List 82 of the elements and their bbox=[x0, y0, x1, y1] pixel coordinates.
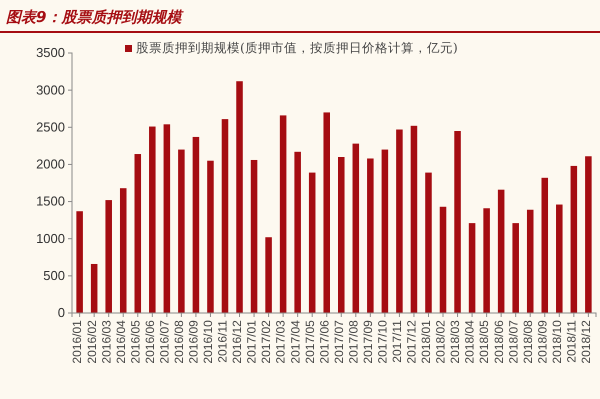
bar bbox=[498, 190, 504, 313]
y-tick-label: 3000 bbox=[36, 82, 65, 98]
x-tick-label: 2017/09 bbox=[360, 320, 375, 364]
bar bbox=[280, 115, 286, 313]
x-tick-label: 2018/01 bbox=[419, 320, 434, 364]
bar bbox=[164, 124, 170, 313]
x-tick-label: 2016/05 bbox=[128, 320, 142, 364]
x-tick-label: 2016/02 bbox=[84, 320, 99, 364]
bar bbox=[585, 156, 592, 313]
y-tick-label: 500 bbox=[43, 268, 65, 284]
x-tick-label: 2018/07 bbox=[506, 320, 520, 364]
x-tick-label: 2017/01 bbox=[244, 320, 259, 364]
x-tick-label: 2018/02 bbox=[434, 320, 448, 364]
x-tick-label: 2018/09 bbox=[535, 320, 550, 364]
x-tick-label: 2017/05 bbox=[302, 320, 317, 364]
bar bbox=[120, 188, 127, 313]
bar bbox=[425, 172, 432, 313]
x-tick-label: 2018/06 bbox=[492, 320, 506, 364]
x-tick-label: 2016/04 bbox=[114, 320, 128, 364]
bar bbox=[105, 200, 112, 313]
y-tick-label: 0 bbox=[58, 305, 65, 320]
bar bbox=[396, 130, 403, 313]
bar bbox=[222, 119, 228, 313]
chart-title: 图表9：股票质押到期规模 bbox=[6, 8, 184, 26]
x-tick-label: 2018/11 bbox=[564, 320, 578, 363]
x-tick-label: 2017/11 bbox=[390, 320, 404, 363]
bar bbox=[294, 152, 301, 313]
legend-label: 股票质押到期规模(质押市值，按质押日价格计算，亿元) bbox=[136, 40, 458, 55]
x-tick-label: 2016/07 bbox=[157, 320, 172, 364]
bar bbox=[207, 160, 214, 313]
x-tick-label: 2016/10 bbox=[201, 320, 216, 364]
bar bbox=[512, 223, 519, 313]
bar bbox=[76, 211, 83, 313]
y-tick-label: 1000 bbox=[36, 230, 65, 246]
bar bbox=[265, 237, 272, 313]
bar bbox=[556, 204, 563, 313]
y-tick-label: 2500 bbox=[36, 119, 65, 134]
bar bbox=[440, 206, 446, 313]
x-tick-label: 2017/07 bbox=[332, 320, 346, 364]
x-tick-label: 2017/06 bbox=[317, 320, 332, 364]
bar bbox=[134, 154, 142, 313]
x-tick-label: 2016/03 bbox=[99, 320, 114, 364]
bar bbox=[382, 150, 388, 313]
y-tick-label: 3500 bbox=[36, 45, 65, 60]
x-tick-label: 2017/04 bbox=[288, 320, 302, 364]
bar bbox=[526, 210, 534, 313]
bar bbox=[323, 112, 330, 313]
y-tick-label: 2000 bbox=[36, 156, 65, 172]
x-tick-label: 2016/08 bbox=[172, 320, 186, 364]
bar bbox=[483, 208, 490, 313]
x-tick-label: 2017/02 bbox=[259, 320, 274, 364]
x-tick-label: 2017/10 bbox=[375, 320, 390, 364]
bar bbox=[90, 264, 98, 313]
bar bbox=[367, 158, 374, 313]
bar bbox=[178, 150, 185, 313]
bar bbox=[541, 178, 548, 313]
y-tick-label: 1500 bbox=[36, 194, 65, 209]
x-tick-label: 2018/10 bbox=[550, 320, 564, 364]
x-tick-label: 2017/08 bbox=[346, 320, 360, 364]
bar bbox=[192, 136, 200, 313]
bar bbox=[308, 172, 316, 313]
bar bbox=[352, 144, 360, 313]
x-tick-label: 2016/11 bbox=[216, 320, 230, 363]
x-tick-label: 2018/04 bbox=[462, 320, 477, 364]
x-tick-label: 2017/12 bbox=[404, 320, 419, 364]
x-tick-label: 2018/08 bbox=[520, 320, 535, 364]
bar bbox=[236, 81, 243, 313]
x-tick-label: 2018/05 bbox=[477, 320, 492, 364]
bar bbox=[454, 131, 461, 313]
bar bbox=[250, 160, 258, 313]
bar bbox=[338, 157, 345, 313]
x-tick-label: 2018/12 bbox=[578, 320, 593, 364]
bar bbox=[468, 223, 476, 313]
x-tick-label: 2016/12 bbox=[230, 320, 244, 364]
x-tick-label: 2018/03 bbox=[448, 320, 462, 364]
bar bbox=[149, 126, 156, 313]
x-tick-label: 2017/03 bbox=[274, 320, 288, 364]
x-tick-label: 2016/09 bbox=[186, 320, 201, 364]
bar bbox=[570, 166, 578, 313]
x-tick-label: 2016/01 bbox=[70, 320, 84, 364]
x-tick-label: 2016/06 bbox=[142, 320, 157, 364]
bar bbox=[410, 126, 418, 313]
